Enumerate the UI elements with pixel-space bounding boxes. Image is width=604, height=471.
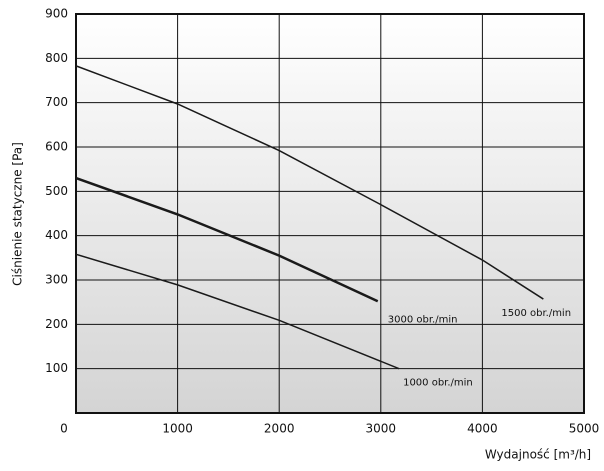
series-line [75,176,379,303]
x-tick-label: 5000 [569,422,600,436]
y-tick-label: 900 [45,7,68,21]
series-line [75,65,544,300]
y-tick-label: 800 [45,51,68,65]
x-tick-label: 2000 [264,422,295,436]
plot-area [76,14,584,413]
y-tick-label: 600 [45,140,68,154]
x-tick-label: 3000 [366,422,397,436]
y-tick-label: 300 [45,273,68,287]
y-tick-label: 400 [45,228,68,242]
series-label: 1000 obr./min [403,378,473,389]
series-label: 3000 obr./min [388,314,458,325]
y-tick-label: 700 [45,95,68,109]
x-tick-label: 1000 [162,422,193,436]
x-axis-label: Wydajność [m³/h] [485,448,591,462]
x-tick-label: 4000 [467,422,498,436]
series-label: 1500 obr./min [501,308,571,319]
y-tick-label: 500 [45,184,68,198]
x-tick-label: 0 [60,422,68,436]
series-line [75,253,400,370]
plot-frame [75,13,585,414]
y-tick-label: 100 [45,361,68,375]
y-axis-label: Ciśnienie statyczne [Pa] [11,142,25,286]
y-tick-label: 200 [45,317,68,331]
